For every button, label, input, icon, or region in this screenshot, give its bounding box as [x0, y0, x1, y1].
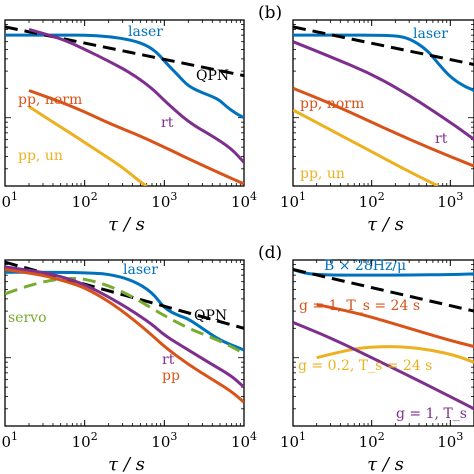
- x-tick-label: 101: [0, 430, 18, 451]
- series-line-line-1: [293, 25, 474, 66]
- plot-frame: [292, 259, 474, 427]
- series-line-qpn: [5, 260, 244, 330]
- x-axis-label: τ / s: [108, 454, 145, 474]
- series-line-pp-un: [293, 108, 439, 186]
- series-line-pp-norm: [293, 86, 474, 168]
- series-label: g = 1, T_s = 24 s: [299, 298, 420, 314]
- series-line-line-1: [293, 268, 474, 313]
- series-label: g = 1, T_s: [396, 406, 467, 422]
- series-line-rt: [5, 265, 244, 389]
- series-line-laser: [5, 33, 244, 120]
- series-label: laser: [128, 24, 163, 40]
- series-label: laser: [123, 262, 158, 278]
- x-tick-label: 103: [151, 430, 177, 451]
- series-label: laser: [413, 26, 448, 42]
- series-label: rt: [161, 115, 174, 131]
- series-line-rt: [293, 40, 474, 141]
- x-tick-label: 104: [231, 190, 257, 211]
- series-line-g-1-t-s: [293, 321, 474, 411]
- x-tick-label: 102: [359, 190, 385, 211]
- series-line-servo: [5, 277, 244, 355]
- x-axis-label: τ / s: [367, 454, 404, 474]
- panel-tag: (d): [258, 243, 282, 263]
- x-tick-label: 101: [0, 190, 18, 211]
- chart-panel-a: 101 102 103 104 τ / s laser QPN rt pp, norm pp, u…: [0, 19, 257, 235]
- x-axis-label: τ / s: [367, 214, 404, 235]
- chart-panel-b: 101 102 103 τ / s (b) laser rt pp, norm pp, un: [258, 3, 474, 235]
- series-line-rt: [28, 28, 244, 164]
- series-label: pp, un: [18, 148, 63, 164]
- series-label: B × 28Hz/μ: [324, 258, 406, 274]
- series-line-g-1-t-s-24-s: [316, 303, 474, 349]
- series-label: QPN: [194, 308, 227, 324]
- x-tick-label: 104: [231, 430, 257, 451]
- plot-frame: [292, 19, 474, 187]
- x-tick-label: 101: [280, 430, 306, 451]
- plot-frame: [4, 259, 245, 427]
- series-line-pp-norm: [28, 89, 244, 186]
- series-label: pp, norm: [300, 96, 364, 112]
- x-tick-label: 103: [151, 190, 177, 211]
- x-tick-label: 103: [437, 190, 463, 211]
- series-label: servo: [8, 310, 47, 326]
- panel-tag: (b): [258, 3, 282, 23]
- series-line-laser: [5, 270, 244, 352]
- series-label: pp, norm: [18, 92, 82, 108]
- series-label: pp: [162, 368, 180, 384]
- x-tick-label: 101: [280, 190, 306, 211]
- series-line-pp: [5, 268, 244, 404]
- series-line-g-0-2-t-s-24-s: [316, 345, 474, 364]
- series-line-qpn: [5, 25, 244, 78]
- series-label: g = 0.2, T_s = 24 s: [298, 358, 432, 374]
- series-label: pp, un: [300, 166, 345, 182]
- x-tick-label: 102: [72, 190, 98, 211]
- plot-frame: [4, 19, 245, 187]
- x-axis-label: τ / s: [108, 214, 145, 235]
- series-label: rt: [162, 352, 175, 368]
- series-label: rt: [435, 131, 448, 147]
- chart-panel-d: 101 102 103 τ / s (d) B × 28Hz/μ g = 1, T_s = …: [258, 243, 474, 474]
- series-line-laser: [293, 33, 474, 92]
- series-label: QPN: [196, 68, 229, 84]
- series-line-pp-un: [28, 105, 148, 186]
- x-tick-label: 102: [72, 430, 98, 451]
- x-tick-label: 103: [437, 430, 463, 451]
- x-tick-label: 102: [359, 430, 385, 451]
